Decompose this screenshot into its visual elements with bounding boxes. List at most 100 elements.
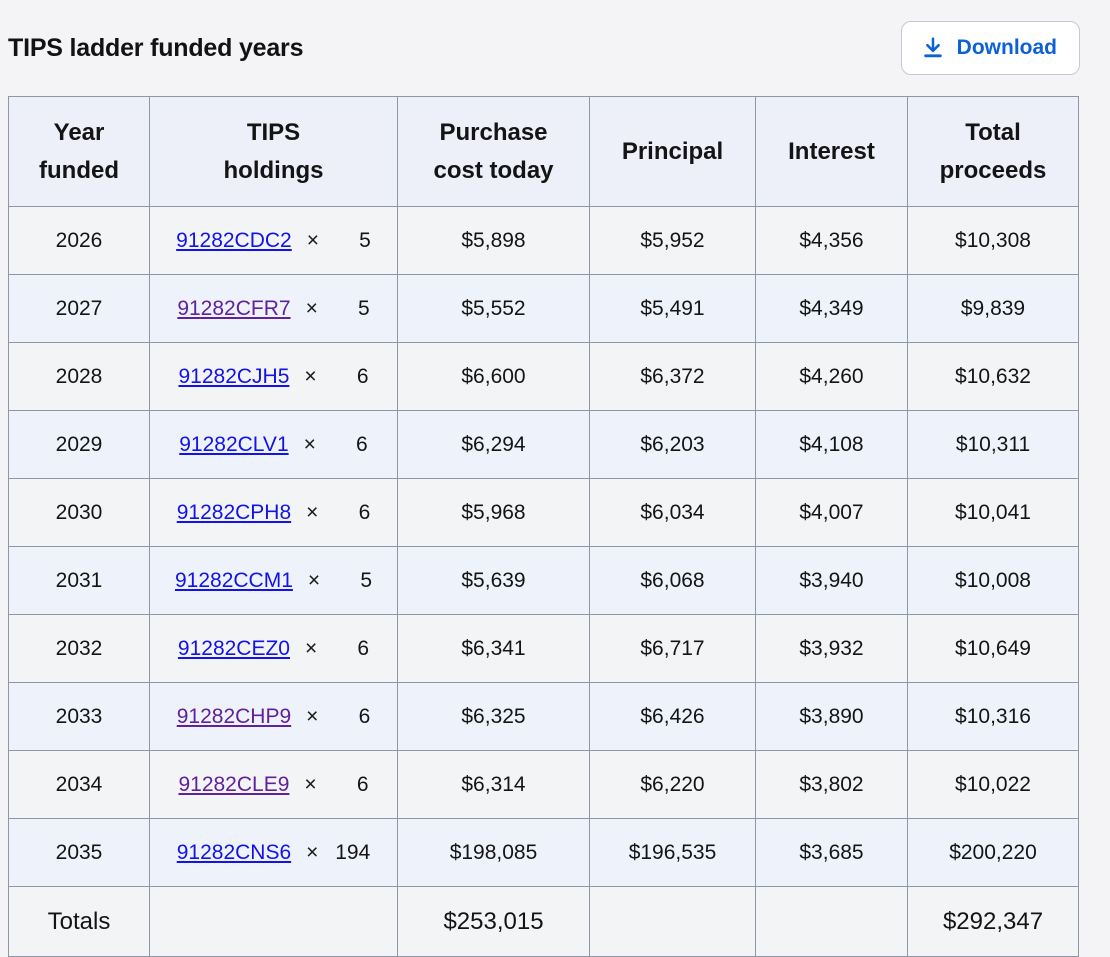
download-button-label: Download xyxy=(956,36,1057,59)
total-proceeds-cell: $10,632 xyxy=(907,342,1079,411)
purchase-cost-cell: $6,600 xyxy=(397,342,590,411)
cusip-link[interactable]: 91282CHP9 xyxy=(176,704,292,728)
multiply-sign: × xyxy=(307,568,321,592)
principal-cell: $6,220 xyxy=(589,750,756,819)
holdings-cell: 91282CJH5 × 6 xyxy=(149,342,398,411)
cusip-link[interactable]: 91282CNS6 xyxy=(176,840,292,864)
totals-interest-cell xyxy=(755,886,908,957)
holdings-cell: 91282CPH8 × 6 xyxy=(149,478,398,547)
principal-cell: $6,717 xyxy=(589,614,756,683)
interest-cell: $4,349 xyxy=(755,274,908,343)
year-cell: 2026 xyxy=(8,206,150,275)
quantity-label: 6 xyxy=(357,636,370,660)
quantity-label: 194 xyxy=(335,840,371,864)
multiply-sign: × xyxy=(304,772,317,796)
totals-principal-cell xyxy=(589,886,756,957)
purchase-cost-cell: $6,314 xyxy=(397,750,590,819)
year-cell: 2032 xyxy=(8,614,150,683)
total-proceeds-cell: $9,839 xyxy=(907,274,1079,343)
column-header-principal: Principal xyxy=(589,96,756,207)
holdings-cell: 91282CFR7 × 5 xyxy=(149,274,398,343)
holdings-cell: 91282CEZ0 × 6 xyxy=(149,614,398,683)
cusip-link[interactable]: 91282CPH8 xyxy=(176,500,292,524)
table-row: 2035 91282CNS6 × 194 $198,085 $196,535 $3… xyxy=(8,818,1079,887)
purchase-cost-cell: $5,552 xyxy=(397,274,590,343)
cusip-link[interactable]: 91282CCM1 xyxy=(174,568,293,592)
quantity-label: 6 xyxy=(356,432,368,456)
total-proceeds-cell: $10,316 xyxy=(907,682,1079,751)
topbar: TIPS ladder funded years Download xyxy=(8,0,1080,96)
total-proceeds-cell: $10,022 xyxy=(907,750,1079,819)
total-proceeds-cell: $10,649 xyxy=(907,614,1079,683)
quantity-label: 6 xyxy=(358,500,371,524)
cusip-link[interactable]: 91282CLV1 xyxy=(179,432,289,456)
table-header-row: Year funded TIPS holdings Purchase cost today… xyxy=(8,96,1079,207)
principal-cell: $6,372 xyxy=(589,342,756,411)
year-cell: 2027 xyxy=(8,274,150,343)
holdings-cell: 91282CHP9 × 6 xyxy=(149,682,398,751)
quantity-label: 5 xyxy=(360,568,372,592)
table-row: 2032 91282CEZ0 × 6 $6,341 $6,717 $3,932 $… xyxy=(8,614,1079,683)
totals-purchase-cost-cell: $253,015 xyxy=(397,886,590,957)
column-header-year-funded: Year funded xyxy=(8,96,150,207)
year-cell: 2030 xyxy=(8,478,150,547)
column-header-total-proceeds: Total proceeds xyxy=(907,96,1079,207)
multiply-sign: × xyxy=(306,840,319,864)
interest-cell: $3,940 xyxy=(755,546,908,615)
table-row: 2026 91282CDC2 × 5 $5,898 $5,952 $4,356 $… xyxy=(8,206,1079,275)
quantity-label: 6 xyxy=(356,364,369,388)
page-title: TIPS ladder funded years xyxy=(8,33,304,62)
total-proceeds-cell: $10,008 xyxy=(907,546,1079,615)
principal-cell: $5,491 xyxy=(589,274,756,343)
year-cell: 2028 xyxy=(8,342,150,411)
quantity-label: 5 xyxy=(359,228,371,252)
purchase-cost-cell: $6,341 xyxy=(397,614,590,683)
multiply-sign: × xyxy=(306,228,319,252)
year-cell: 2033 xyxy=(8,682,150,751)
total-proceeds-cell: $10,311 xyxy=(907,410,1079,479)
table-row: 2029 91282CLV1 × 6 $6,294 $6,203 $4,108 $… xyxy=(8,410,1079,479)
multiply-sign: × xyxy=(305,296,318,320)
interest-cell: $4,356 xyxy=(755,206,908,275)
cusip-link[interactable]: 91282CDC2 xyxy=(176,228,292,252)
cusip-link[interactable]: 91282CFR7 xyxy=(177,296,291,320)
tips-ladder-table: Year funded TIPS holdings Purchase cost today… xyxy=(8,96,1079,957)
table-row: 2027 91282CFR7 × 5 $5,552 $5,491 $4,349 $… xyxy=(8,274,1079,343)
multiply-sign: × xyxy=(306,500,319,524)
totals-proceeds-cell: $292,347 xyxy=(907,886,1079,957)
principal-cell: $5,952 xyxy=(589,206,756,275)
year-cell: 2035 xyxy=(8,818,150,887)
page: TIPS ladder funded years Download Year fu… xyxy=(8,0,1080,957)
table-row: 2028 91282CJH5 × 6 $6,600 $6,372 $4,260 $… xyxy=(8,342,1079,411)
multiply-sign: × xyxy=(304,636,318,660)
year-cell: 2034 xyxy=(8,750,150,819)
download-button[interactable]: Download xyxy=(900,21,1080,75)
cusip-link[interactable]: 91282CJH5 xyxy=(178,364,290,388)
table-row: 2033 91282CHP9 × 6 $6,325 $6,426 $3,890 $… xyxy=(8,682,1079,751)
quantity-label: 5 xyxy=(357,296,370,320)
cusip-link[interactable]: 91282CEZ0 xyxy=(177,636,290,660)
total-proceeds-cell: $200,220 xyxy=(907,818,1079,887)
holdings-cell: 91282CLV1 × 6 xyxy=(149,410,398,479)
interest-cell: $4,007 xyxy=(755,478,908,547)
purchase-cost-cell: $198,085 xyxy=(397,818,590,887)
multiply-sign: × xyxy=(306,704,319,728)
quantity-label: 6 xyxy=(356,772,369,796)
column-header-purchase-cost-today: Purchase cost today xyxy=(397,96,590,207)
interest-cell: $3,932 xyxy=(755,614,908,683)
table-row: 2030 91282CPH8 × 6 $5,968 $6,034 $4,007 $… xyxy=(8,478,1079,547)
cusip-link[interactable]: 91282CLE9 xyxy=(178,772,290,796)
interest-cell: $3,890 xyxy=(755,682,908,751)
principal-cell: $196,535 xyxy=(589,818,756,887)
column-header-tips-holdings: TIPS holdings xyxy=(149,96,398,207)
quantity-label: 6 xyxy=(358,704,371,728)
total-proceeds-cell: $10,308 xyxy=(907,206,1079,275)
totals-holdings-cell xyxy=(149,886,398,957)
purchase-cost-cell: $5,639 xyxy=(397,546,590,615)
totals-row: Totals $253,015 $292,347 xyxy=(8,886,1079,957)
interest-cell: $4,260 xyxy=(755,342,908,411)
table-row: 2034 91282CLE9 × 6 $6,314 $6,220 $3,802 $… xyxy=(8,750,1079,819)
year-cell: 2029 xyxy=(8,410,150,479)
purchase-cost-cell: $6,294 xyxy=(397,410,590,479)
interest-cell: $3,802 xyxy=(755,750,908,819)
